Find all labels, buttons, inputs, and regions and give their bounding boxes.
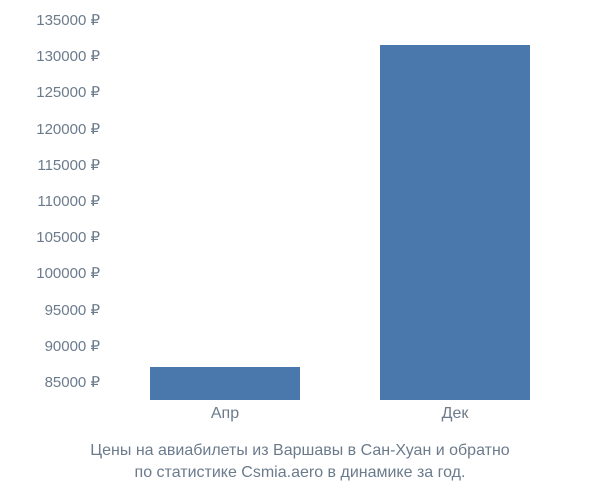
y-tick-label: 105000 ₽ <box>5 228 100 246</box>
y-tick-label: 85000 ₽ <box>5 373 100 391</box>
y-tick-label: 100000 ₽ <box>5 264 100 282</box>
y-tick-label: 95000 ₽ <box>5 301 100 319</box>
x-label-0: Апр <box>110 405 340 423</box>
plot-area <box>110 20 570 400</box>
x-axis-labels: Апр Дек <box>110 405 570 423</box>
chart-caption: Цены на авиабилеты из Варшавы в Сан-Хуан… <box>0 440 600 483</box>
price-chart: 85000 ₽ 90000 ₽ 95000 ₽ 100000 ₽ 105000 ₽ 110… <box>0 0 600 500</box>
y-tick-label: 120000 ₽ <box>5 120 100 138</box>
x-label-1: Дек <box>340 405 570 423</box>
y-tick-label: 130000 ₽ <box>5 47 100 65</box>
y-tick-label: 90000 ₽ <box>5 337 100 355</box>
caption-line-2: по статистике Csmia.aero в динамике за г… <box>135 464 466 481</box>
caption-line-1: Цены на авиабилеты из Варшавы в Сан-Хуан… <box>90 442 509 459</box>
bar-Дек <box>380 45 530 400</box>
bars-container <box>110 20 570 400</box>
bar-Апр <box>150 367 300 400</box>
bar-slot <box>340 45 570 400</box>
bar-slot <box>110 367 340 400</box>
y-tick-label: 125000 ₽ <box>5 83 100 101</box>
y-tick-label: 115000 ₽ <box>5 156 100 174</box>
y-tick-label: 135000 ₽ <box>5 11 100 29</box>
y-tick-label: 110000 ₽ <box>5 192 100 210</box>
